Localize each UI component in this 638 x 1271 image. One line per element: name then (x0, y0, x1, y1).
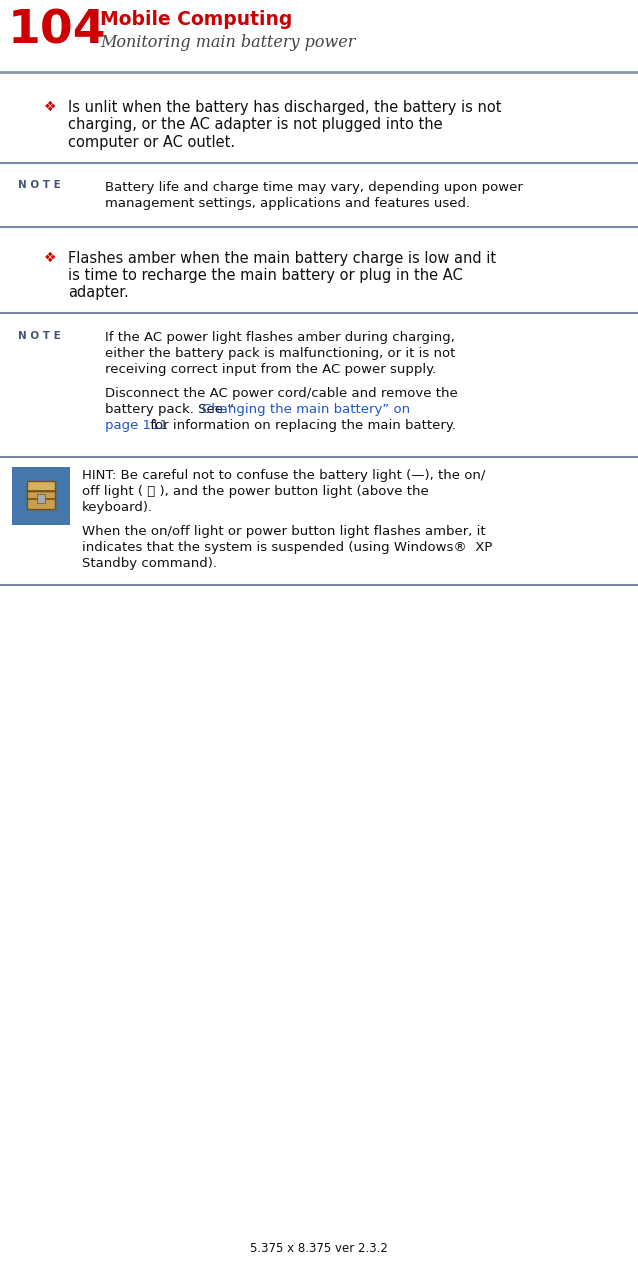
FancyBboxPatch shape (37, 494, 45, 503)
Text: is time to recharge the main battery or plug in the AC: is time to recharge the main battery or … (68, 268, 463, 283)
Text: Battery life and charge time may vary, depending upon power: Battery life and charge time may vary, d… (105, 180, 523, 193)
Text: Flashes amber when the main battery charge is low and it: Flashes amber when the main battery char… (68, 250, 496, 266)
Text: Is unlit when the battery has discharged, the battery is not: Is unlit when the battery has discharged… (68, 100, 501, 114)
Text: page 111: page 111 (105, 419, 168, 432)
Text: N O T E: N O T E (18, 330, 61, 341)
Text: management settings, applications and features used.: management settings, applications and fe… (105, 197, 470, 210)
Text: off light ( ⏻ ), and the power button light (above the: off light ( ⏻ ), and the power button li… (82, 486, 429, 498)
Text: ❖: ❖ (44, 250, 56, 264)
Text: If the AC power light flashes amber during charging,: If the AC power light flashes amber duri… (105, 330, 455, 344)
Text: adapter.: adapter. (68, 286, 129, 300)
Text: Changing the main battery” on: Changing the main battery” on (202, 403, 411, 416)
Text: HINT: Be careful not to confuse the battery light (—), the on/: HINT: Be careful not to confuse the batt… (82, 469, 486, 482)
Text: Standby command).: Standby command). (82, 557, 217, 569)
Text: receiving correct input from the AC power supply.: receiving correct input from the AC powe… (105, 364, 436, 376)
Text: Monitoring main battery power: Monitoring main battery power (100, 34, 355, 51)
Text: 5.375 x 8.375 ver 2.3.2: 5.375 x 8.375 ver 2.3.2 (250, 1242, 388, 1254)
Text: Disconnect the AC power cord/cable and remove the: Disconnect the AC power cord/cable and r… (105, 386, 457, 400)
Text: battery pack. See “: battery pack. See “ (105, 403, 234, 416)
Text: ❖: ❖ (44, 100, 56, 114)
Text: for information on replacing the main battery.: for information on replacing the main ba… (146, 419, 456, 432)
Text: N O T E: N O T E (18, 180, 61, 191)
FancyBboxPatch shape (12, 466, 70, 525)
Text: When the on/off light or power button light flashes amber, it: When the on/off light or power button li… (82, 525, 486, 538)
Text: keyboard).: keyboard). (82, 501, 153, 513)
Text: indicates that the system is suspended (using Windows®  XP: indicates that the system is suspended (… (82, 541, 493, 554)
FancyBboxPatch shape (27, 491, 55, 508)
Text: charging, or the AC adapter is not plugged into the: charging, or the AC adapter is not plugg… (68, 117, 443, 132)
Text: 104: 104 (8, 8, 107, 53)
Text: computer or AC outlet.: computer or AC outlet. (68, 135, 235, 150)
Text: Mobile Computing: Mobile Computing (100, 10, 292, 29)
Text: either the battery pack is malfunctioning, or it is not: either the battery pack is malfunctionin… (105, 347, 456, 360)
FancyBboxPatch shape (27, 480, 55, 491)
